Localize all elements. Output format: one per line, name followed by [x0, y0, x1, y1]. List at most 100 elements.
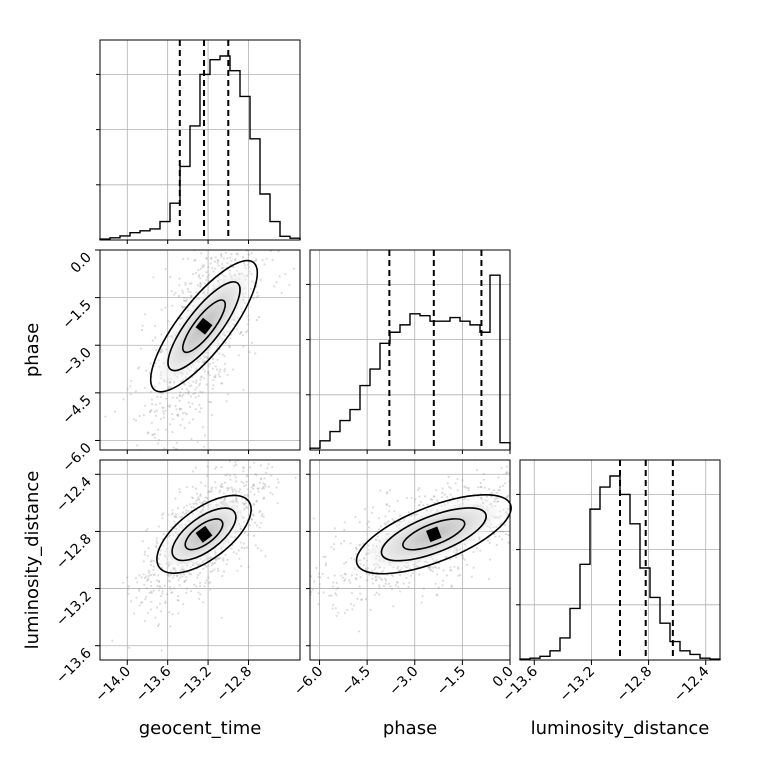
scatter-point	[184, 412, 187, 415]
scatter-point	[227, 486, 230, 490]
scatter-point	[436, 573, 439, 576]
scatter-point	[161, 513, 164, 516]
scatter-point	[261, 259, 264, 262]
scatter-point	[197, 591, 200, 594]
xtick-label-phase-2: −3.0	[386, 664, 421, 699]
scatter-point	[211, 486, 214, 489]
scatter-point	[250, 252, 253, 255]
scatter-point	[256, 291, 259, 294]
scatter-point	[394, 584, 397, 587]
scatter-point	[207, 365, 210, 368]
scatter-point	[183, 580, 186, 584]
scatter-point	[151, 403, 154, 406]
scatter-point	[185, 413, 188, 416]
scatter-point	[152, 276, 155, 279]
scatter-point	[220, 266, 223, 269]
scatter-point	[360, 598, 363, 601]
scatter-point	[212, 384, 215, 387]
scatter-point	[368, 573, 371, 576]
scatter-point	[187, 290, 190, 293]
scatter-point	[189, 573, 192, 576]
scatter-point	[231, 490, 234, 493]
scatter-point	[134, 390, 137, 393]
xtick-label-luminosity_distance-2: −12.8	[614, 664, 656, 706]
scatter-point	[432, 495, 435, 498]
scatter-point	[221, 353, 224, 356]
scatter-point	[517, 503, 519, 505]
scatter-point	[242, 255, 245, 259]
scatter-point	[218, 491, 221, 494]
scatter-point	[360, 598, 363, 601]
scatter-point	[211, 267, 214, 270]
scatter-point	[181, 291, 184, 295]
scatter-point	[155, 414, 158, 417]
scatter-point	[176, 396, 179, 399]
scatter-point	[343, 572, 346, 576]
scatter-point	[417, 488, 420, 492]
panel-1-0-frame	[99, 249, 301, 451]
scatter-point	[235, 480, 238, 483]
scatter-point	[241, 334, 244, 337]
scatter-point	[371, 506, 375, 509]
scatter-point	[169, 588, 172, 591]
scatter-point	[156, 606, 159, 609]
scatter-point	[196, 576, 199, 579]
scatter-point	[467, 489, 470, 492]
scatter-point	[150, 559, 153, 562]
scatter-point	[437, 586, 440, 589]
scatter-point	[442, 569, 445, 572]
scatter-point	[243, 485, 246, 488]
xlabel-phase: phase	[383, 718, 437, 739]
scatter-point	[333, 527, 336, 530]
scatter-point	[191, 485, 194, 488]
scatter-point	[141, 324, 144, 327]
scatter-point	[160, 333, 163, 336]
scatter-point	[148, 410, 152, 414]
scatter-point	[203, 500, 206, 503]
scatter-point	[251, 513, 255, 516]
scatter-point	[319, 576, 322, 579]
scatter-point	[204, 500, 207, 503]
scatter-point	[191, 418, 194, 421]
scatter-point	[158, 580, 161, 583]
scatter-point	[261, 512, 264, 516]
scatter-point	[263, 263, 266, 266]
scatter-point	[420, 601, 423, 604]
panel-2-0-density-peak	[195, 525, 213, 543]
scatter-point	[335, 581, 338, 585]
scatter-point	[230, 486, 233, 489]
scatter-point	[280, 291, 283, 295]
scatter-point	[457, 567, 460, 570]
scatter-point	[407, 511, 410, 514]
scatter-point	[499, 530, 502, 533]
scatter-point	[324, 564, 327, 567]
scatter-point	[214, 376, 217, 379]
scatter-point	[435, 593, 438, 596]
ytick-label-luminosity_distance-3: −12.4	[53, 474, 95, 516]
scatter-point	[197, 394, 200, 398]
scatter-point	[234, 461, 237, 464]
scatter-point	[158, 438, 161, 441]
grid-layer	[100, 40, 720, 660]
scatter-point	[483, 486, 486, 489]
scatter-point	[164, 600, 167, 603]
scatter-point	[171, 418, 174, 421]
scatter-point	[268, 240, 270, 242]
ytick-label-phase-1: −4.5	[59, 392, 94, 427]
scatter-point	[144, 404, 147, 407]
scatter-point	[166, 593, 169, 596]
scatter-point	[183, 299, 187, 302]
scatter-point	[144, 386, 147, 389]
scatter-point	[277, 250, 280, 253]
scatter-point	[418, 487, 421, 490]
scatter-point	[242, 482, 245, 485]
scatter-point	[215, 465, 218, 469]
scatter-point	[262, 482, 265, 485]
scatter-point	[178, 515, 181, 518]
scatter-point	[247, 253, 250, 256]
scatter-point	[140, 347, 143, 350]
scatter-point	[236, 569, 239, 572]
scatter-point	[359, 543, 362, 546]
scatter-point	[201, 502, 204, 505]
scatter-point	[247, 314, 250, 317]
